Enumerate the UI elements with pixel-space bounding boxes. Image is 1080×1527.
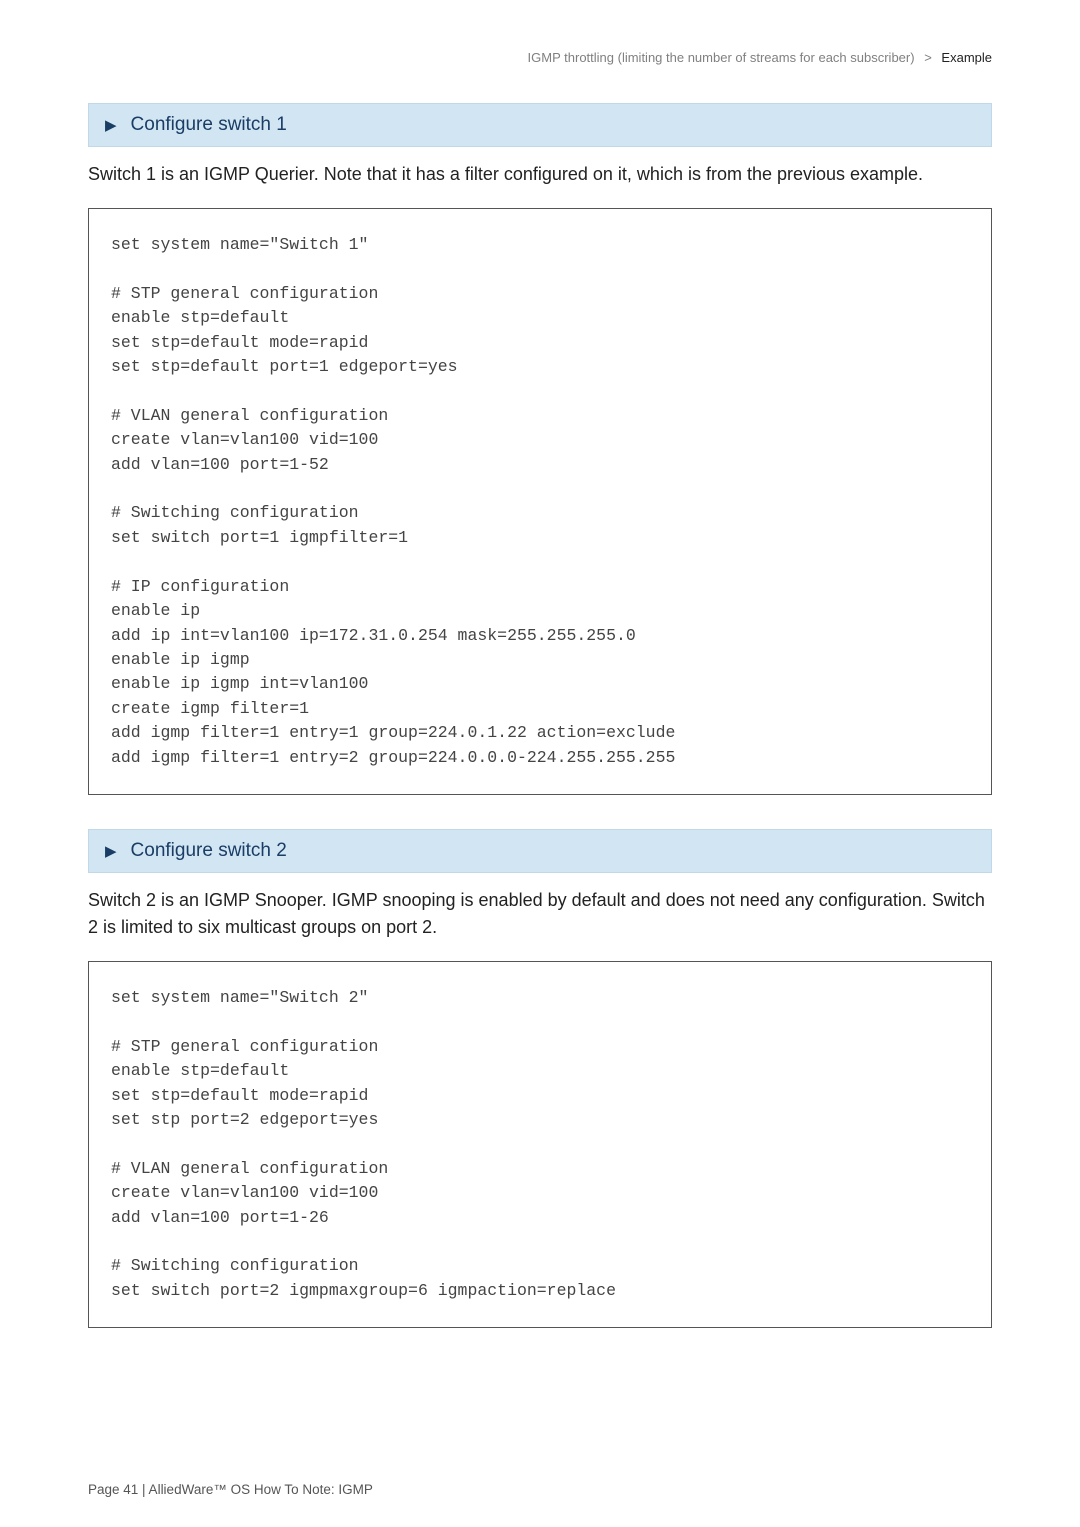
page-footer: Page 41 | AlliedWare™ OS How To Note: IG… xyxy=(88,1482,373,1497)
section2-title: Configure switch 2 xyxy=(131,840,287,862)
triangle-icon: ▶ xyxy=(105,842,117,860)
section-bar-1: ▶ Configure switch 1 xyxy=(88,103,992,147)
section-bar-2: ▶ Configure switch 2 xyxy=(88,829,992,873)
section1-code: set system name="Switch 1" # STP general… xyxy=(88,208,992,795)
section1-title: Configure switch 1 xyxy=(131,114,287,136)
triangle-icon: ▶ xyxy=(105,116,117,134)
header-right: Example xyxy=(941,50,992,65)
header-left: IGMP throttling (limiting the number of … xyxy=(528,50,915,65)
header-sep: > xyxy=(924,50,932,65)
page-header: IGMP throttling (limiting the number of … xyxy=(88,50,992,65)
section1-intro: Switch 1 is an IGMP Querier. Note that i… xyxy=(88,161,992,188)
section2-intro: Switch 2 is an IGMP Snooper. IGMP snoopi… xyxy=(88,887,992,941)
section2-code: set system name="Switch 2" # STP general… xyxy=(88,961,992,1328)
